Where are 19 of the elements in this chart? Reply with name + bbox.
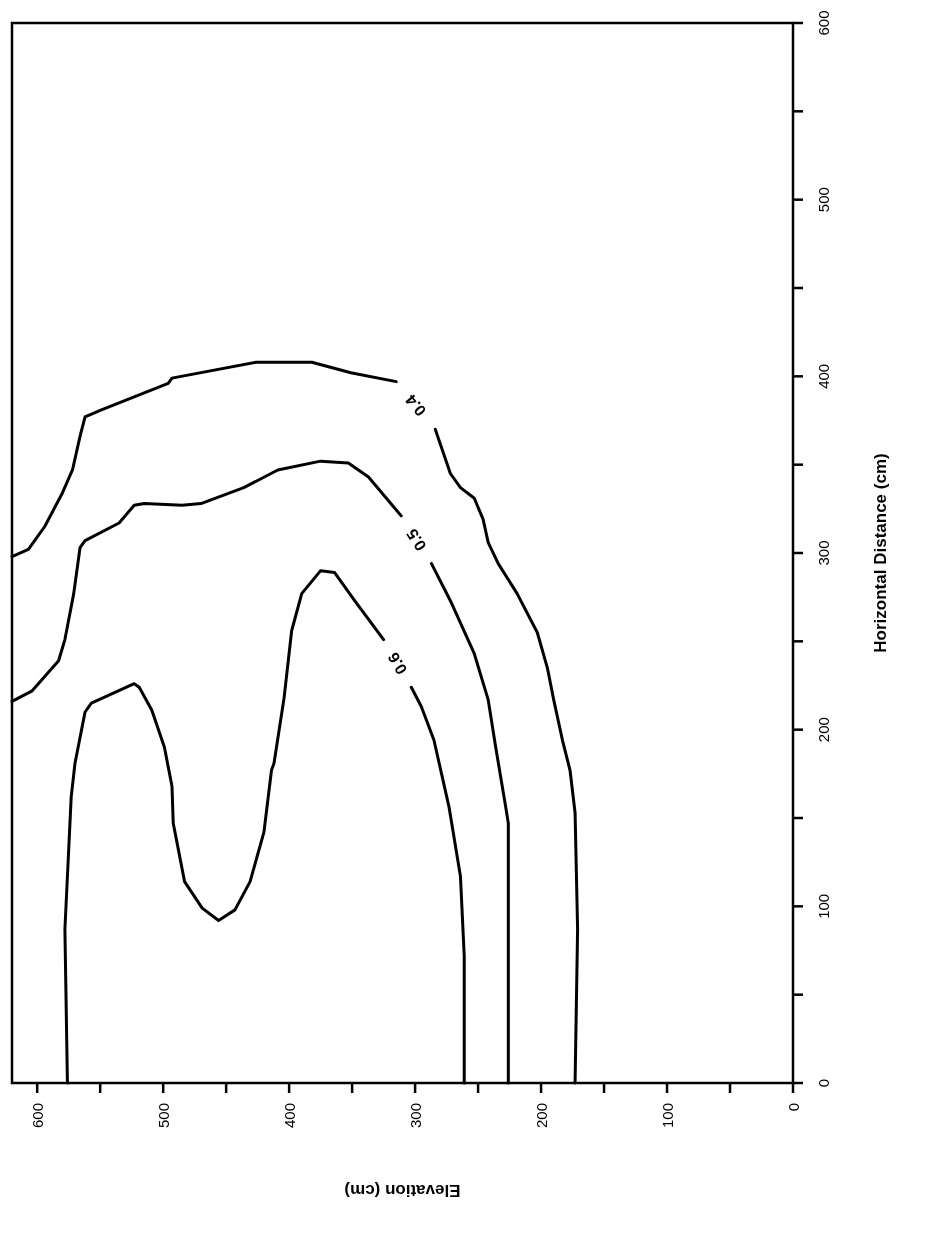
x-tick-label: 500 <box>154 1103 172 1129</box>
x-tick-label: 600 <box>28 1103 46 1129</box>
x-tick-label: 400 <box>280 1103 298 1129</box>
y-tick-label: 300 <box>814 540 832 566</box>
x-axis-title: Elevation (cm) <box>344 1180 461 1200</box>
x-tick-label: 100 <box>658 1103 676 1129</box>
x-tick-label: 200 <box>532 1103 550 1129</box>
y-tick-label: 500 <box>814 187 832 213</box>
y-tick-label: 0 <box>814 1078 832 1088</box>
x-tick-label: 0 <box>784 1103 802 1112</box>
y-tick-label: 600 <box>814 10 832 36</box>
y-tick-label: 100 <box>814 893 832 919</box>
y-tick-label: 400 <box>814 363 832 389</box>
x-tick-label: 300 <box>406 1103 424 1129</box>
text: 0.6 <box>384 649 411 678</box>
y-tick-label: 200 <box>814 717 832 743</box>
y-axis-title: Horizontal Distance (cm) <box>870 453 890 653</box>
text: 0.5 <box>403 525 430 554</box>
text: 0.4 <box>402 391 430 420</box>
